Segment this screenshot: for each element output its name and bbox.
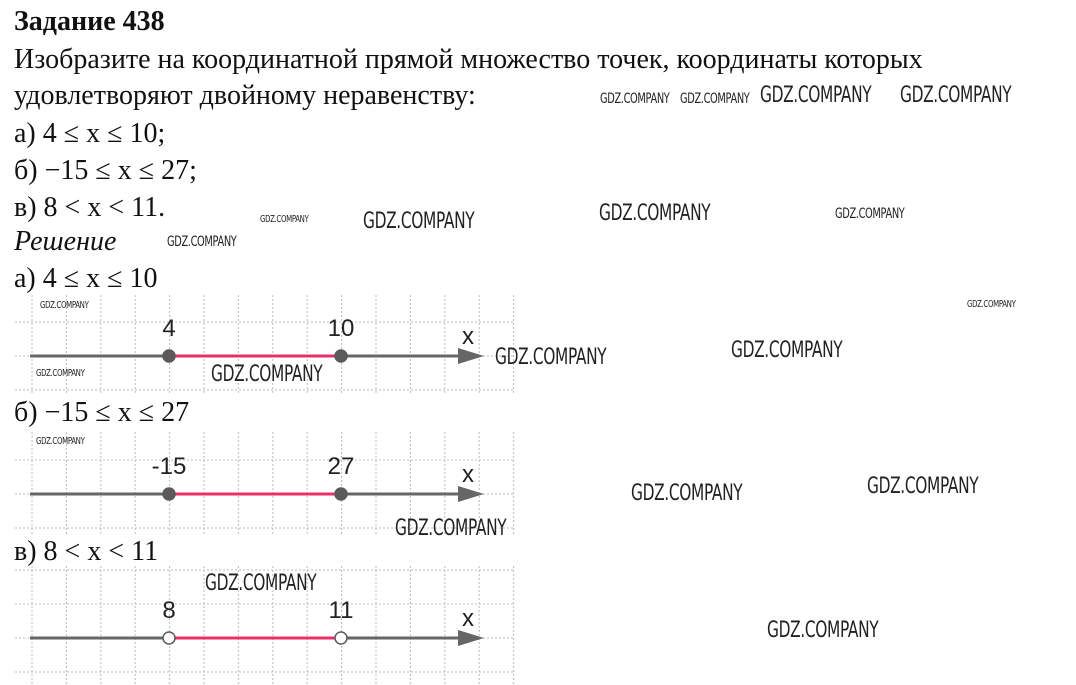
solution-label-a: а) 4 ≤ x ≤ 10 bbox=[14, 263, 158, 294]
right-endpoint-label: 11 bbox=[329, 597, 354, 624]
right-endpoint-label: 10 bbox=[328, 315, 355, 342]
left-endpoint-label: 4 bbox=[162, 315, 175, 342]
watermark: GDZ.COMPANY bbox=[900, 83, 1012, 108]
task-title: Задание 438 bbox=[14, 6, 165, 37]
solution-label-b: б) −15 ≤ x ≤ 27 bbox=[14, 397, 190, 428]
left-endpoint-label: 8 bbox=[162, 597, 175, 624]
number-line-a: x 4 10 bbox=[15, 295, 515, 395]
solution-label-c: в) 8 < x < 11 bbox=[14, 536, 159, 567]
number-line-c: x 8 11 bbox=[15, 566, 515, 685]
watermark: GDZ.COMPANY bbox=[600, 91, 670, 107]
watermark: GDZ.COMPANY bbox=[211, 362, 323, 387]
right-endpoint-label: 27 bbox=[328, 453, 355, 480]
axis-label: x bbox=[462, 323, 474, 350]
task-item-b: б) −15 ≤ x ≤ 27; bbox=[14, 155, 197, 186]
task-item-a: а) 4 ≤ x ≤ 10; bbox=[14, 118, 166, 149]
axis-label: x bbox=[462, 461, 474, 488]
left-endpoint bbox=[162, 487, 176, 501]
solution-heading: Решение bbox=[14, 226, 117, 257]
watermark: GDZ.COMPANY bbox=[36, 436, 85, 447]
watermark: GDZ.COMPANY bbox=[731, 338, 843, 363]
watermark: GDZ.COMPANY bbox=[36, 368, 85, 379]
watermark: GDZ.COMPANY bbox=[395, 516, 507, 541]
right-endpoint bbox=[334, 631, 348, 645]
watermark: GDZ.COMPANY bbox=[363, 209, 475, 234]
watermark: GDZ.COMPANY bbox=[680, 91, 750, 107]
watermark: GDZ.COMPANY bbox=[599, 201, 711, 226]
axis-arrow-icon bbox=[458, 348, 484, 364]
watermark: GDZ.COMPANY bbox=[205, 571, 317, 596]
axis-arrow-icon bbox=[458, 630, 484, 646]
task-text-line: удовлетворяют двойному неравенству: bbox=[14, 80, 476, 111]
watermark: GDZ.COMPANY bbox=[967, 299, 1016, 310]
right-endpoint bbox=[334, 349, 348, 363]
watermark: GDZ.COMPANY bbox=[867, 474, 979, 499]
watermark: GDZ.COMPANY bbox=[495, 345, 607, 370]
right-endpoint bbox=[334, 487, 348, 501]
task-text-line: Изобразите на координатной прямой множес… bbox=[14, 44, 923, 75]
watermark: GDZ.COMPANY bbox=[760, 83, 872, 108]
left-endpoint-label: -15 bbox=[152, 453, 187, 480]
left-endpoint bbox=[162, 349, 176, 363]
watermark: GDZ.COMPANY bbox=[40, 300, 89, 311]
axis-label: x bbox=[462, 605, 474, 632]
watermark: GDZ.COMPANY bbox=[167, 234, 237, 250]
task-item-c: в) 8 < x < 11. bbox=[14, 192, 166, 223]
watermark: GDZ.COMPANY bbox=[767, 618, 879, 643]
number-line-b: x -15 27 bbox=[15, 432, 515, 534]
watermark: GDZ.COMPANY bbox=[260, 214, 309, 225]
left-endpoint bbox=[162, 631, 176, 645]
watermark: GDZ.COMPANY bbox=[835, 206, 905, 222]
watermark: GDZ.COMPANY bbox=[631, 481, 743, 506]
axis-arrow-icon bbox=[458, 486, 484, 502]
